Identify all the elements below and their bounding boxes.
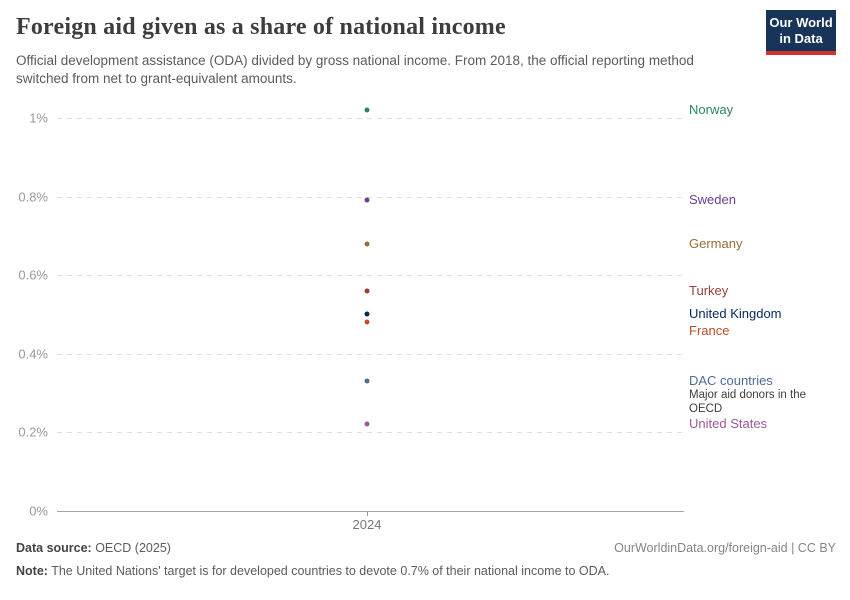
y-axis-tick-label: 0.6% — [18, 267, 48, 283]
chart-note: Note: The United Nations' target is for … — [16, 564, 836, 578]
gridline — [57, 118, 684, 119]
gridline — [57, 432, 684, 433]
data-point-turkey[interactable] — [364, 288, 370, 294]
data-point-norway[interactable] — [364, 107, 370, 113]
entity-label-united-states[interactable]: United States — [689, 416, 768, 432]
x-axis-line — [57, 510, 684, 512]
y-axis-tick-label: 0.4% — [18, 346, 48, 361]
chart-subtitle: Official development assistance (ODA) di… — [16, 53, 694, 87]
entity-label-turkey[interactable]: Turkey — [689, 282, 729, 298]
x-axis-tick — [367, 511, 368, 516]
gridline — [57, 275, 684, 276]
owid-logo-line2: in Data — [779, 30, 823, 46]
data-point-france[interactable] — [364, 319, 370, 325]
entity-label-norway[interactable]: Norway — [689, 102, 734, 118]
y-axis-tick-label: 0.8% — [18, 189, 48, 204]
entity-label-germany[interactable]: Germany — [689, 235, 743, 251]
x-axis-tick-label: 2024 — [352, 517, 382, 532]
data-point-germany[interactable] — [364, 241, 370, 247]
data-point-united-kingdom[interactable] — [364, 311, 370, 317]
note-label: Note: — [16, 564, 48, 578]
note-value: The United Nations' target is for develo… — [47, 564, 610, 578]
owid-logo-line1: Our World — [769, 15, 833, 30]
data-source-value: OECD (2025) — [91, 541, 171, 555]
data-source: Data source: OECD (2025) — [16, 541, 171, 555]
data-point-sweden[interactable] — [364, 197, 370, 203]
entity-label-dac-countries[interactable]: DAC countries — [689, 372, 773, 388]
y-axis-tick-label: 1% — [29, 110, 48, 126]
data-source-label: Data source: — [16, 541, 92, 555]
data-point-united-states[interactable] — [364, 421, 370, 427]
entity-label-sweden[interactable]: Sweden — [689, 192, 736, 208]
y-axis-tick-label: 0% — [29, 503, 48, 518]
page-title: Foreign aid given as a share of national… — [16, 14, 506, 40]
y-axis-tick-label: 0.2% — [18, 424, 48, 440]
owid-logo[interactable]: Our World in Data — [766, 10, 836, 56]
entity-label-united-kingdom[interactable]: United Kingdom — [689, 306, 782, 322]
data-point-dac-countries[interactable] — [364, 378, 370, 384]
credit-link[interactable]: OurWorldinData.org/foreign-aid | CC BY — [614, 541, 836, 555]
gridline — [57, 196, 684, 198]
gridline — [57, 353, 684, 355]
chart-footer: Data source: OECD (2025) OurWorldinData.… — [16, 541, 836, 578]
entity-label-france[interactable]: France — [689, 322, 730, 338]
entity-sublabel-dac-countries: Major aid donors in the OECD — [689, 389, 806, 415]
